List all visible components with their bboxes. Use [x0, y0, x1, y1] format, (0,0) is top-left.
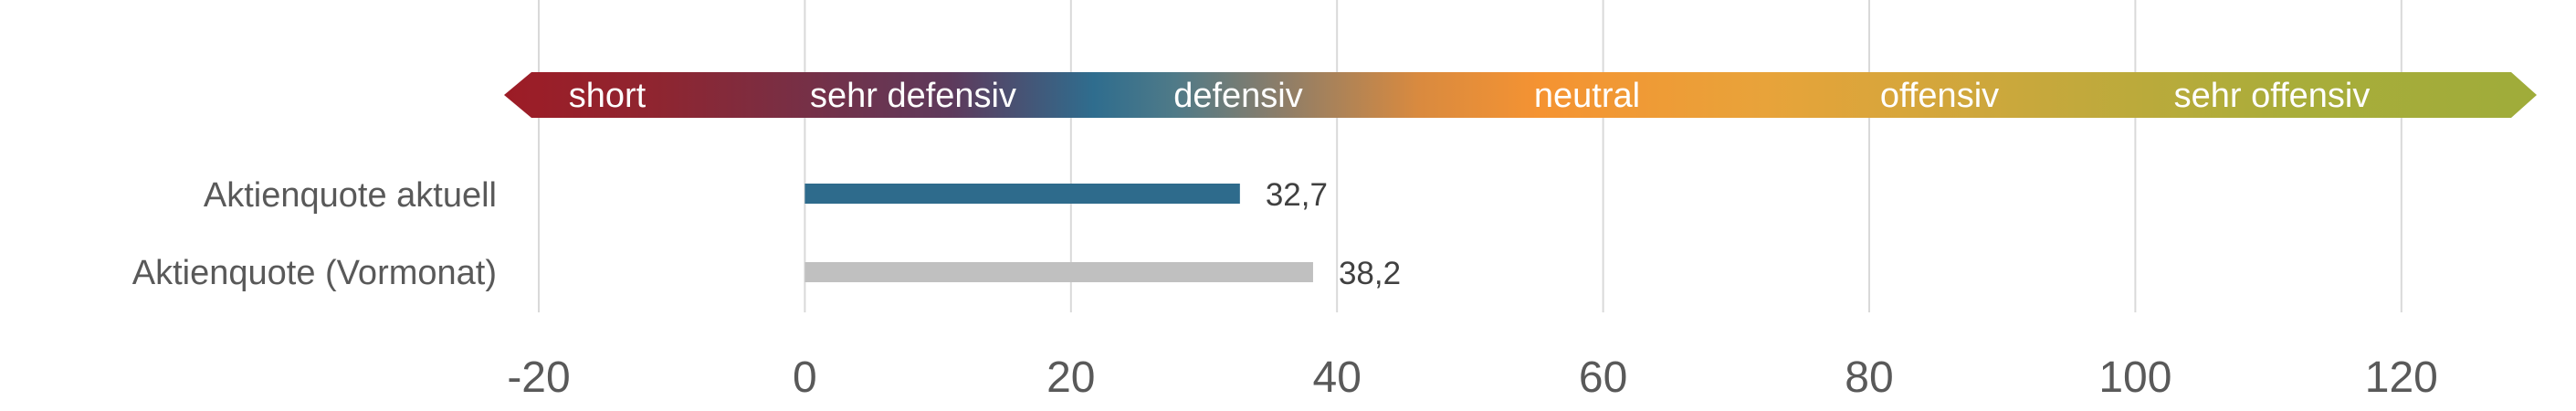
scale-band-label: offensiv — [1880, 77, 1999, 115]
data-label: 38,2 — [1339, 256, 1401, 291]
x-tick-label: 100 — [2098, 353, 2171, 402]
bar — [804, 184, 1240, 204]
x-tick-label: 0 — [793, 353, 817, 402]
category-label: Aktienquote aktuell — [204, 176, 497, 215]
scale-band-label: sehr defensiv — [810, 77, 1016, 115]
x-tick-label: 60 — [1579, 353, 1627, 402]
bar — [804, 262, 1313, 282]
category-label: Aktienquote (Vormonat) — [132, 254, 497, 292]
x-tick-label: 40 — [1313, 353, 1362, 402]
x-tick-label: 80 — [1845, 353, 1893, 402]
scale-band-label: neutral — [1534, 77, 1640, 115]
scale-band-label: defensiv — [1173, 77, 1303, 115]
x-tick-label: -20 — [507, 353, 570, 402]
data-label: 32,7 — [1266, 177, 1328, 213]
scale-band-label: sehr offensiv — [2174, 77, 2371, 115]
scale-band-arrow — [504, 72, 2537, 118]
x-tick-label: 120 — [2365, 353, 2438, 402]
scale-band-label: short — [569, 77, 647, 115]
x-tick-label: 20 — [1046, 353, 1095, 402]
